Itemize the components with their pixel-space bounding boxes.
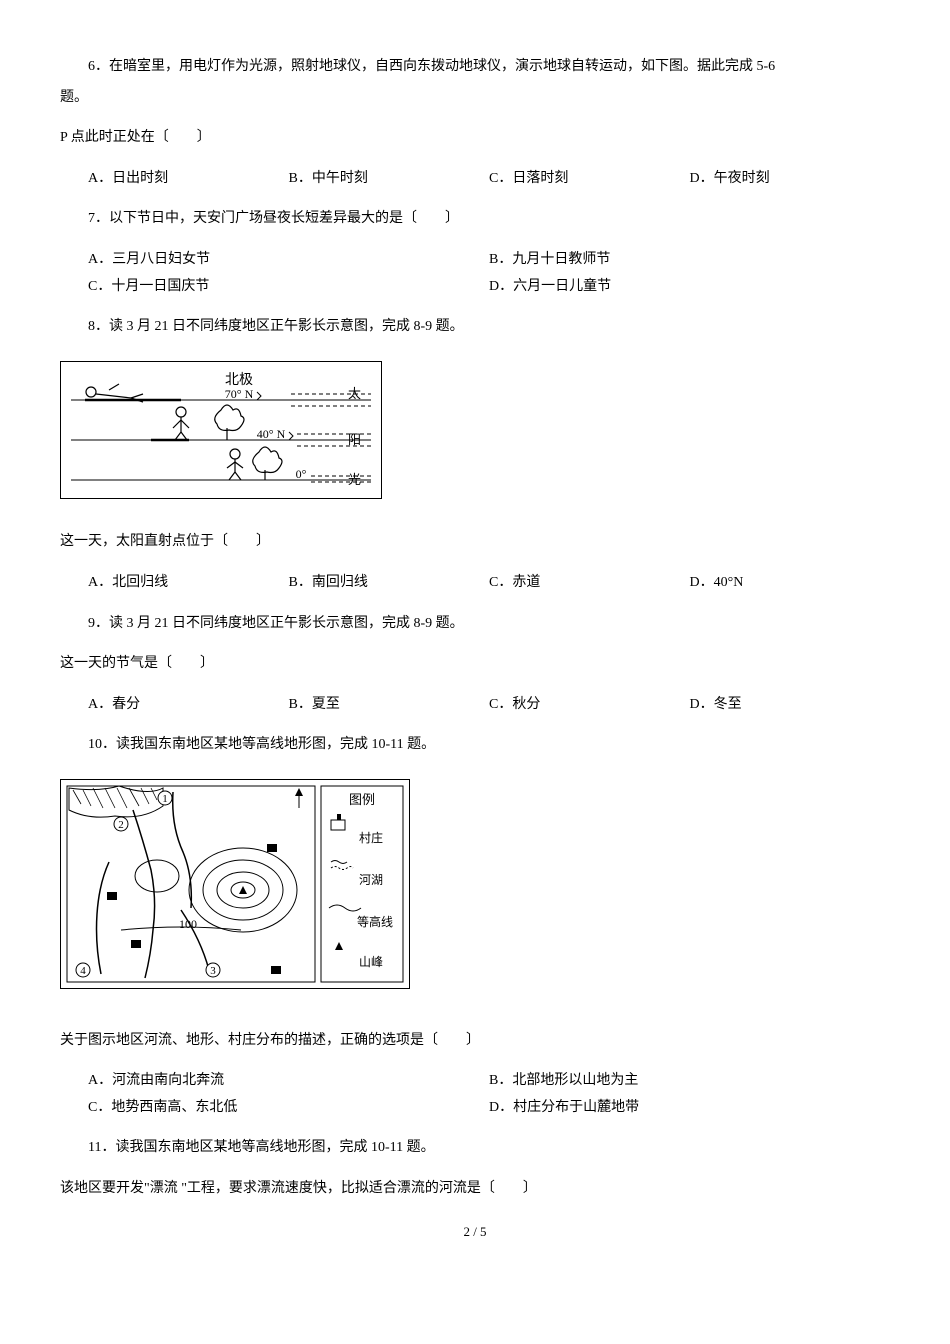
q6-option-a[interactable]: A．日出时刻 [88, 166, 289, 193]
q10-legend-title: 图例 [349, 792, 375, 807]
q8-fig-top-label: 北极 [225, 372, 253, 388]
q8-fig-0-label: 0° [296, 467, 307, 481]
q10-legend-peak: 山峰 [359, 955, 383, 969]
q10-option-b[interactable]: B．北部地形以山地为主 [489, 1068, 890, 1095]
q9-option-a[interactable]: A．春分 [88, 692, 289, 719]
q7-options: A．三月八日妇女节 B．九月十日教师节 C．十月一日国庆节 D．六月一日儿童节 [60, 247, 890, 300]
q9-sub: 这一天的节气是〔 〕 [60, 651, 890, 678]
q8-fig-40-label: 40° N [257, 427, 286, 441]
q7-option-d[interactable]: D．六月一日儿童节 [489, 274, 890, 301]
q8-options: A．北回归线 B．南回归线 C．赤道 D．40°N [60, 570, 890, 597]
q6-stem-line2: 题。 [60, 85, 890, 112]
q6-option-c[interactable]: C．日落时刻 [489, 166, 690, 193]
q8-fig-70-label: 70° N [225, 387, 254, 401]
q9-stem: 9．读 3 月 21 日不同纬度地区正午影长示意图，完成 8-9 题。 [60, 611, 890, 638]
q7-stem: 7．以下节日中，天安门广场昼夜长短差异最大的是〔 〕 [60, 206, 890, 233]
q10-legend-river: 河湖 [359, 872, 383, 887]
q7-option-a[interactable]: A．三月八日妇女节 [88, 247, 489, 274]
svg-text:4: 4 [80, 965, 86, 977]
q7-option-b[interactable]: B．九月十日教师节 [489, 247, 890, 274]
q8-fig-yang-label: 阳 [348, 432, 361, 447]
q10-stem: 10．读我国东南地区某地等高线地形图，完成 10-11 题。 [60, 732, 890, 759]
q10-options: A．河流由南向北奔流 B．北部地形以山地为主 C．地势西南高、东北低 D．村庄分… [60, 1068, 890, 1121]
q10-legend-contour: 等高线 [357, 914, 393, 929]
q8-fig-sun-label: 太 [348, 386, 361, 401]
q9-option-c[interactable]: C．秋分 [489, 692, 690, 719]
q10-option-c[interactable]: C．地势西南高、东北低 [88, 1095, 489, 1122]
q10-contour-100: 100 [179, 917, 197, 931]
q8-option-c[interactable]: C．赤道 [489, 570, 690, 597]
q8-sub: 这一天，太阳直射点位于〔 〕 [60, 529, 890, 556]
q6-stem-line1: 6．在暗室里，用电灯作为光源，照射地球仪，自西向东拨动地球仪，演示地球自转运动，… [60, 54, 890, 81]
q6-sub: P 点此时正处在〔 〕 [60, 125, 890, 152]
q7-option-c[interactable]: C．十月一日国庆节 [88, 274, 489, 301]
q10-legend-village: 村庄 [359, 830, 383, 845]
q9-option-b[interactable]: B．夏至 [289, 692, 490, 719]
q6-options: A．日出时刻 B．中午时刻 C．日落时刻 D．午夜时刻 [60, 166, 890, 193]
q8-option-b[interactable]: B．南回归线 [289, 570, 490, 597]
q6-option-d[interactable]: D．午夜时刻 [690, 166, 891, 193]
page-number: 2 / 5 [60, 1220, 890, 1245]
q8-stem: 8．读 3 月 21 日不同纬度地区正午影长示意图，完成 8-9 题。 [60, 314, 890, 341]
q10-sub: 关于图示地区河流、地形、村庄分布的描述，正确的选项是〔 〕 [60, 1028, 890, 1055]
q9-option-d[interactable]: D．冬至 [690, 692, 891, 719]
q8-figure: 太 阳 光 北极 70° N 40° N 0° [60, 361, 382, 499]
q10-option-a[interactable]: A．河流由南向北奔流 [88, 1068, 489, 1095]
q8-option-d[interactable]: D．40°N [690, 570, 891, 597]
svg-text:3: 3 [210, 965, 216, 977]
q6-option-b[interactable]: B．中午时刻 [289, 166, 490, 193]
q11-sub: 该地区要开发"漂流 "工程，要求漂流速度快，比拟适合漂流的河流是〔 〕 [60, 1176, 890, 1203]
q11-stem: 11．读我国东南地区某地等高线地形图，完成 10-11 题。 [60, 1135, 890, 1162]
q9-options: A．春分 B．夏至 C．秋分 D．冬至 [60, 692, 890, 719]
q10-figure: 图例 村庄 河湖 等高线 山峰 [60, 779, 410, 989]
q8-fig-guang-label: 光 [348, 472, 361, 487]
q8-option-a[interactable]: A．北回归线 [88, 570, 289, 597]
svg-text:2: 2 [118, 819, 124, 831]
svg-text:1: 1 [162, 793, 168, 805]
q10-option-d[interactable]: D．村庄分布于山麓地带 [489, 1095, 890, 1122]
